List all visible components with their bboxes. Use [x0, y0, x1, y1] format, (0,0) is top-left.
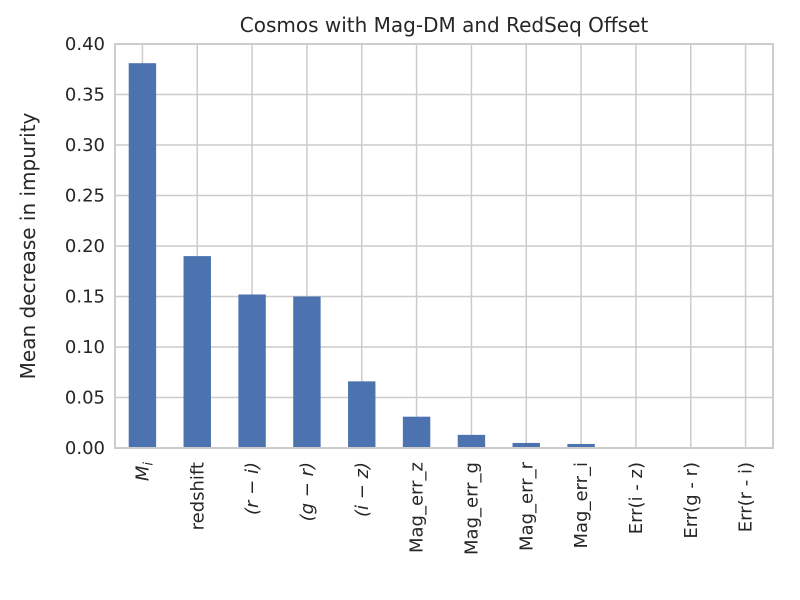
chart-title: Cosmos with Mag-DM and RedSeq Offset — [240, 13, 649, 37]
x-tick-label: Mag_err_g — [461, 462, 482, 555]
y-tick-label: 0.40 — [65, 34, 105, 55]
y-tick-labels: 0.00 0.05 0.10 0.15 0.20 0.25 0.30 0.35 0.40 — [65, 34, 105, 459]
y-tick-label: 0.20 — [65, 236, 105, 257]
x-tick-label: redshift — [187, 462, 208, 530]
x-tick-label: Mi — [132, 462, 156, 482]
bar — [348, 381, 376, 448]
bar — [567, 443, 595, 448]
bar — [183, 256, 211, 448]
y-tick-label: 0.25 — [65, 186, 105, 207]
bar — [457, 434, 486, 448]
plot-frame — [114, 43, 774, 449]
y-axis-label: Mean decrease in impurity — [16, 112, 40, 379]
y-tick-label: 0.05 — [65, 388, 105, 409]
bar — [402, 416, 431, 448]
x-tick-label: Err(i - z) — [626, 462, 647, 534]
y-gridlines — [115, 43, 773, 449]
x-tick-label: Err(r - i) — [736, 462, 757, 532]
bar — [128, 63, 157, 448]
bar — [512, 442, 540, 448]
y-tick-label: 0.10 — [65, 337, 105, 358]
y-tick-label: 0.30 — [65, 135, 105, 156]
x-tick-labels: Mi redshift (r − i) (g − r) (i − z) Mag_err_z… — [132, 461, 756, 555]
x-tick-label: (r − i) — [242, 462, 263, 515]
y-tick-label: 0.00 — [65, 438, 105, 459]
x-tick-label: Mag_err_r — [516, 461, 537, 551]
x-tick-label: Err(g - r) — [681, 462, 702, 539]
bars — [128, 63, 760, 448]
x-tick-label: (g − r) — [297, 462, 318, 521]
bar — [293, 296, 321, 448]
bar — [238, 294, 266, 448]
y-tick-label: 0.35 — [65, 85, 105, 106]
x-tick-label: Mag_err_i — [571, 462, 592, 549]
x-tick-label: (i − z) — [352, 462, 373, 517]
y-tick-label: 0.15 — [65, 287, 105, 308]
x-tick-label: Mag_err_z — [407, 462, 428, 553]
